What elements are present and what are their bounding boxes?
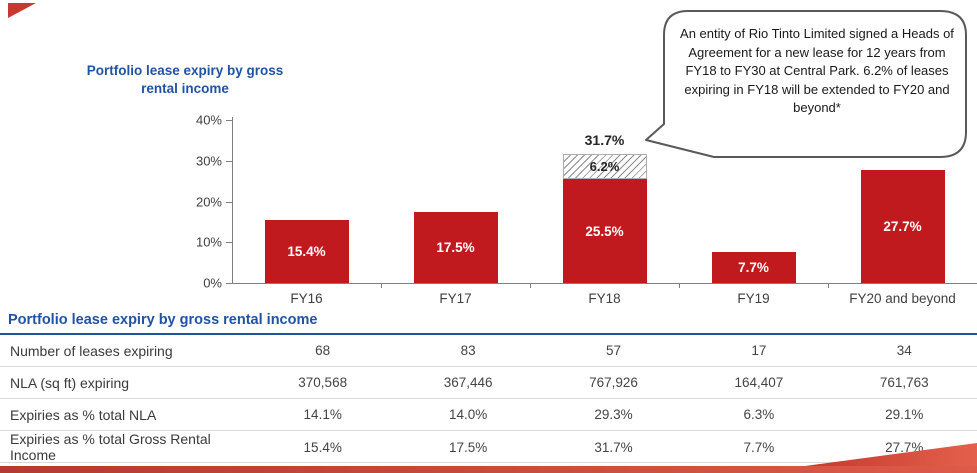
x-axis-category-fy18: FY18	[588, 291, 621, 306]
x-axis-category-fy19: FY19	[737, 291, 770, 306]
x-axis-tick	[530, 283, 531, 288]
bar-value-label: 17.5%	[436, 239, 475, 255]
row-value: 367,446	[443, 375, 493, 390]
table-row: Expiries as % total NLA 14.1% 14.0% 29.3% 6.…	[0, 399, 977, 431]
row-value: 17	[751, 343, 767, 358]
row-value: 14.0%	[448, 407, 488, 422]
bar-fy19: 7.7%	[711, 251, 796, 283]
x-axis-tick	[679, 283, 680, 288]
corner-accent-shape	[8, 3, 36, 18]
row-value: 57	[605, 343, 621, 358]
y-axis-label: 0%	[203, 275, 222, 291]
y-axis-label: 10%	[195, 234, 222, 250]
row-value: 83	[460, 343, 476, 358]
x-axis-category-fy17: FY17	[439, 291, 472, 306]
callout-text: An entity of Rio Tinto Limited signed a …	[680, 26, 954, 115]
x-axis-category-fy20-and-beyond: FY20 and beyond	[849, 291, 956, 306]
x-axis-tick	[381, 283, 382, 288]
x-axis-category-fy16: FY16	[290, 291, 323, 306]
row-label: Expiries as % total Gross Rental Income	[10, 431, 211, 463]
bar-fy17: 17.5%	[413, 211, 498, 283]
y-axis-tick	[226, 160, 232, 162]
row-value: 68	[315, 343, 331, 358]
row-value: 164,407	[734, 375, 784, 390]
row-label: Expiries as % total NLA	[10, 406, 157, 423]
y-axis-label: 30%	[195, 153, 222, 169]
y-axis-tick	[226, 201, 232, 203]
bar-fy18-extended: 6.2%	[562, 153, 647, 180]
bottom-swoosh-decoration	[0, 443, 977, 473]
bar-value-label: 25.5%	[585, 223, 624, 239]
row-value: 6.3%	[743, 407, 775, 422]
y-axis-tick	[226, 283, 232, 284]
row-value: 767,926	[589, 375, 638, 390]
row-value: 29.1%	[885, 407, 924, 422]
bar-fy16: 15.4%	[264, 220, 349, 283]
bar-fy18: 25.5%	[562, 179, 647, 283]
x-axis-tick	[828, 283, 829, 288]
bar-value-label: 27.7%	[883, 219, 922, 235]
y-axis-tick	[226, 120, 232, 121]
row-value: 27.7%	[885, 439, 924, 455]
table-title: Portfolio lease expiry by gross rental i…	[0, 309, 977, 335]
row-value: 31.7%	[594, 439, 633, 455]
y-axis-tick	[226, 242, 232, 244]
row-value: 7.7%	[743, 439, 775, 455]
row-label: NLA (sq ft) expiring	[10, 374, 130, 391]
bar-value-label: 7.7%	[738, 259, 769, 275]
table-row: Expiries as % total Gross Rental Income 1…	[0, 431, 977, 463]
chart-title: Portfolio lease expiry by gross rental i…	[86, 63, 284, 96]
row-value: 29.3%	[594, 407, 633, 422]
y-axis-label: 40%	[195, 112, 222, 128]
expiry-table-body: Number of leases expiring 68 83 57 17 34 NLA (…	[0, 335, 977, 463]
y-axis-label: 20%	[195, 194, 222, 209]
y-axis-line	[232, 117, 233, 283]
table-row: NLA (sq ft) expiring 370,568 367,446 767,92…	[0, 367, 977, 399]
row-value: 761,763	[879, 375, 929, 390]
row-value: 15.4%	[303, 439, 342, 455]
row-value: 34	[896, 343, 912, 358]
bar-fy20-and-beyond: 27.7%	[860, 170, 945, 283]
row-value: 370,568	[298, 375, 348, 390]
bar-total-label: 31.7%	[584, 131, 625, 148]
table-row: Number of leases expiring 68 83 57 17 34	[0, 335, 977, 367]
row-value: 17.5%	[448, 439, 488, 455]
row-value: 14.1%	[303, 407, 342, 422]
row-label: Number of leases expiring	[10, 342, 173, 359]
bar-value-label: 15.4%	[287, 244, 326, 260]
bar-extended-value-label: 6.2%	[589, 158, 620, 174]
x-axis-line	[232, 283, 977, 284]
expiry-table: Portfolio lease expiry by gross rental i…	[0, 309, 977, 463]
